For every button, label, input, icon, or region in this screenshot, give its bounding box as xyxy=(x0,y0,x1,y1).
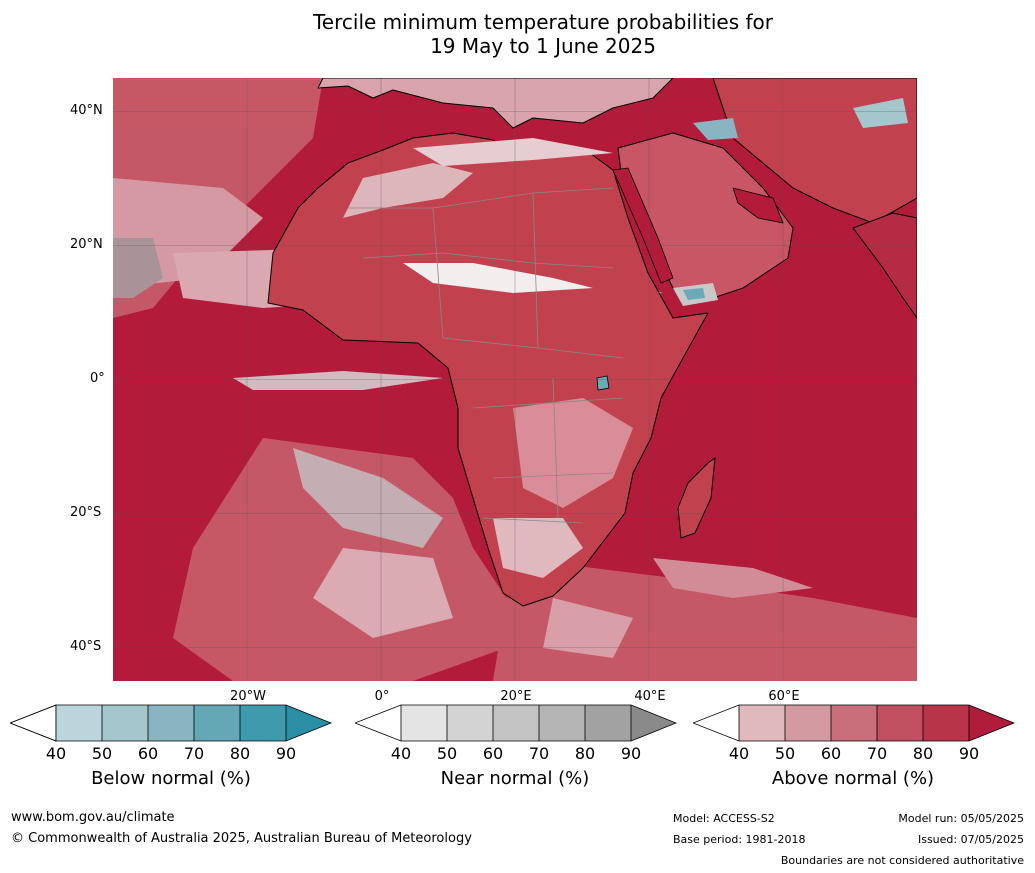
cb3-seg-5 xyxy=(923,705,969,741)
horn-blue xyxy=(683,288,705,300)
colorbar-below-normal xyxy=(10,704,332,742)
sahara-pale xyxy=(343,163,473,218)
lon-label-20e: 20°E xyxy=(500,689,532,704)
cb1-seg-6 xyxy=(286,705,331,741)
cape-verde-grey xyxy=(113,238,163,298)
cb2-seg-4 xyxy=(539,705,585,741)
cb2-tick-90: 90 xyxy=(620,744,642,763)
equatorial-streak xyxy=(233,371,443,390)
cb2-tick-60: 60 xyxy=(482,744,504,763)
footer-base-period: Base period: 1981-2018 xyxy=(673,833,806,846)
cb3-tick-60: 60 xyxy=(820,744,842,763)
cb3-tick-80: 80 xyxy=(912,744,934,763)
footer-copyright: © Commonwealth of Australia 2025, Austra… xyxy=(11,831,472,846)
persian-gulf xyxy=(732,187,784,224)
cb2-seg-0 xyxy=(355,705,401,741)
cb2-tick-80: 80 xyxy=(574,744,596,763)
asia-blue xyxy=(693,118,738,140)
cb2-seg-3 xyxy=(493,705,539,741)
cb1-tick-40: 40 xyxy=(45,744,67,763)
cb3-seg-4 xyxy=(877,705,923,741)
cb1-tick-50: 50 xyxy=(91,744,113,763)
country-borders xyxy=(348,187,624,524)
land-europe xyxy=(317,78,674,129)
lat-label-20n: 20°N xyxy=(70,237,103,252)
footer-boundaries-note: Boundaries are not considered authoritat… xyxy=(780,854,1024,867)
cb2-title: Near normal (%) xyxy=(440,768,590,789)
cb1-seg-3 xyxy=(148,705,194,741)
cb3-title: Above normal (%) xyxy=(771,768,935,789)
mediterranean-pale xyxy=(413,138,613,166)
lat-label-0: 0° xyxy=(90,371,105,386)
cb1-seg-4 xyxy=(194,705,240,741)
lat-label-40s: 40°S xyxy=(70,639,102,654)
cb3-seg-6 xyxy=(969,705,1014,741)
cb2-tick-50: 50 xyxy=(436,744,458,763)
cb3-seg-2 xyxy=(785,705,831,741)
cb1-outline xyxy=(10,704,332,742)
footer-issued: Issued: 07/05/2025 xyxy=(917,833,1024,846)
southern-ocean-pale xyxy=(543,598,633,658)
cb3-outline xyxy=(693,704,1015,742)
land-india xyxy=(852,212,917,319)
land-madagascar xyxy=(677,457,716,539)
graticule xyxy=(113,78,917,681)
cb3-tick-50: 50 xyxy=(774,744,796,763)
asia-blue-2 xyxy=(853,98,908,128)
east-africa-pale xyxy=(513,398,633,508)
cb2-seg-5 xyxy=(585,705,631,741)
ocean-pattern xyxy=(113,78,917,681)
land-patches xyxy=(343,98,908,578)
lon-label-20w: 20°W xyxy=(230,689,266,704)
cb1-seg-0 xyxy=(10,704,57,742)
cb3-tick-40: 40 xyxy=(728,744,750,763)
cb1-tick-70: 70 xyxy=(183,744,205,763)
footer-model: Model: ACCESS-S2 xyxy=(673,812,775,825)
lat-label-20s: 20°S xyxy=(70,505,102,520)
cb3-tick-70: 70 xyxy=(866,744,888,763)
title-line-2: 19 May to 1 June 2025 xyxy=(430,34,656,58)
cb3-tick-90: 90 xyxy=(958,744,980,763)
lon-label-40e: 40°E xyxy=(634,689,666,704)
probability-map xyxy=(113,78,917,681)
cb1-title: Below normal (%) xyxy=(91,768,251,789)
cb1-tick-80: 80 xyxy=(229,744,251,763)
lon-label-0: 0° xyxy=(374,689,390,704)
cb3-seg-3 xyxy=(831,705,877,741)
colorbar-near-normal xyxy=(355,704,677,742)
sahel-white xyxy=(403,263,593,293)
cb2-outline xyxy=(355,704,677,742)
south-atlantic-grey xyxy=(293,448,443,548)
cb2-seg-2 xyxy=(447,705,493,741)
lon-label-60e: 60°E xyxy=(768,689,800,704)
lat-label-40n: 40°N xyxy=(70,103,103,118)
cb3-seg-1 xyxy=(739,705,785,741)
cb3-seg-0 xyxy=(693,705,739,741)
cb2-seg-6 xyxy=(631,705,676,741)
south-atlantic-pale xyxy=(313,548,453,638)
cb2-tick-40: 40 xyxy=(390,744,412,763)
cb1-seg-2 xyxy=(102,705,148,741)
cb1-seg-1 xyxy=(56,705,102,741)
indian-ocean-streak xyxy=(653,558,813,598)
south-africa-pale xyxy=(493,518,583,578)
chart-title: Tercile minimum temperature probabilitie… xyxy=(0,10,1035,58)
footer-model-run: Model run: 05/05/2025 xyxy=(898,812,1024,825)
red-sea xyxy=(612,167,674,284)
footer-url[interactable]: www.bom.gov.au/climate xyxy=(11,810,175,825)
cb1-seg-5 xyxy=(240,705,286,741)
title-line-1: Tercile minimum temperature probabilitie… xyxy=(312,10,774,34)
cb1-tick-90: 90 xyxy=(275,744,297,763)
cb1-tick-60: 60 xyxy=(137,744,159,763)
cb2-tick-70: 70 xyxy=(528,744,550,763)
cb2-seg-1 xyxy=(401,705,447,741)
colorbar-above-normal xyxy=(693,704,1015,742)
lake-victoria xyxy=(596,375,610,391)
